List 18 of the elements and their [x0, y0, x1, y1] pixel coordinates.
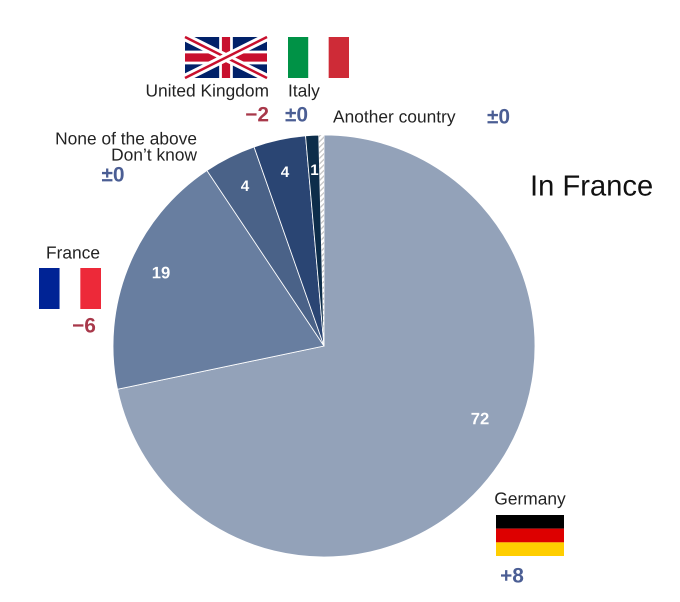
data-label: 19	[152, 266, 170, 278]
slice-label: Italy	[290, 84, 320, 100]
text: +8	[501, 568, 524, 583]
text: ±0	[102, 166, 124, 182]
data-label: 4	[240, 180, 250, 191]
data-label: 4	[280, 166, 290, 177]
slice-label: United Kingdom	[146, 84, 268, 100]
text: −6	[72, 318, 96, 333]
slice-label: France	[47, 246, 100, 259]
text: −2	[246, 106, 268, 122]
data-label: 72	[471, 412, 489, 424]
data-label: 1	[311, 164, 318, 175]
text: ±0	[488, 108, 510, 124]
text: ±0	[286, 106, 308, 122]
text: In France	[532, 175, 652, 196]
slice-label: Another country	[333, 110, 456, 126]
slice-label: Germany	[495, 492, 566, 508]
slice-label: None of the above Don’t know	[56, 132, 198, 161]
